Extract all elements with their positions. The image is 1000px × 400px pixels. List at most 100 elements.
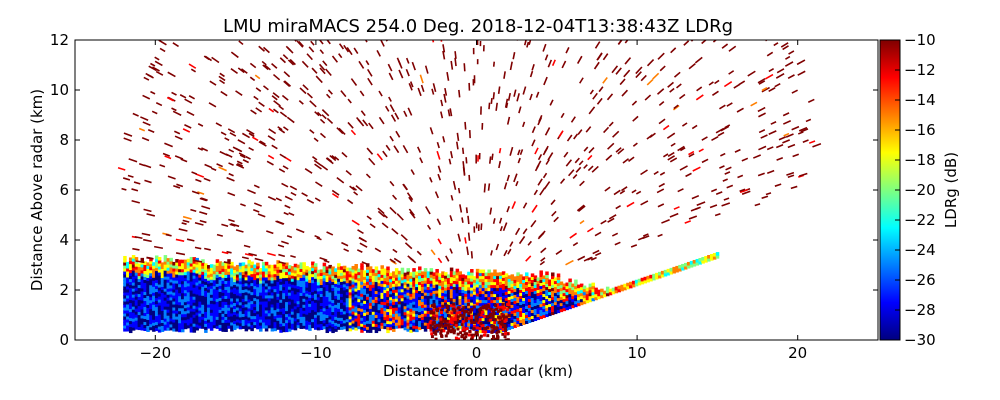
data-cell bbox=[296, 318, 301, 323]
data-cell bbox=[591, 294, 595, 299]
data-cell bbox=[423, 268, 428, 272]
data-cell bbox=[201, 307, 205, 311]
data-mark bbox=[313, 159, 322, 166]
data-cell bbox=[285, 316, 289, 321]
data-cell bbox=[250, 285, 254, 290]
data-mark bbox=[688, 153, 695, 158]
data-cell bbox=[256, 262, 260, 267]
data-cell bbox=[149, 290, 153, 295]
data-cell bbox=[178, 310, 182, 315]
data-cell bbox=[328, 318, 332, 323]
data-cell bbox=[302, 271, 306, 275]
data-cell bbox=[415, 292, 419, 297]
data-cell bbox=[400, 285, 405, 290]
data-cell bbox=[527, 286, 532, 290]
data-mark bbox=[281, 94, 289, 101]
data-mark bbox=[228, 218, 235, 223]
data-cell bbox=[230, 282, 234, 287]
data-cell bbox=[458, 310, 463, 314]
data-cell bbox=[198, 274, 202, 278]
data-cell bbox=[218, 327, 223, 331]
data-cell bbox=[366, 293, 370, 297]
data-mark bbox=[531, 64, 535, 71]
data-cell bbox=[551, 290, 555, 295]
data-cell bbox=[201, 271, 205, 275]
data-cell bbox=[137, 263, 142, 268]
data-mark bbox=[450, 195, 454, 201]
data-cell bbox=[183, 274, 188, 279]
data-cell bbox=[241, 271, 246, 275]
data-cell bbox=[264, 273, 269, 278]
data-mark bbox=[271, 144, 278, 150]
data-cell bbox=[149, 314, 153, 319]
data-cell bbox=[189, 295, 194, 300]
data-cell bbox=[484, 290, 489, 295]
data-cell bbox=[430, 335, 434, 339]
data-cell bbox=[325, 290, 330, 295]
data-cell bbox=[458, 307, 463, 311]
data-cell bbox=[163, 276, 168, 280]
data-cell bbox=[146, 277, 150, 281]
data-cell bbox=[250, 297, 254, 302]
data-cell bbox=[536, 316, 541, 321]
data-cell bbox=[285, 271, 289, 276]
data-cell bbox=[230, 270, 234, 275]
data-cell bbox=[345, 285, 350, 290]
data-mark bbox=[359, 242, 368, 248]
data-mark bbox=[230, 68, 239, 75]
data-cell bbox=[204, 275, 208, 279]
data-cell bbox=[180, 271, 185, 276]
data-cell bbox=[163, 303, 168, 307]
data-cell bbox=[212, 324, 217, 329]
data-cell bbox=[483, 304, 487, 308]
data-cell bbox=[215, 262, 220, 266]
data-cell bbox=[244, 309, 249, 314]
data-cell bbox=[160, 298, 165, 302]
data-mark bbox=[405, 57, 410, 64]
data-cell bbox=[169, 311, 173, 316]
data-cell bbox=[389, 317, 393, 322]
data-cell bbox=[516, 314, 520, 318]
data-cell bbox=[455, 277, 460, 282]
data-cell bbox=[238, 316, 243, 321]
data-cell bbox=[311, 282, 315, 287]
data-cell bbox=[250, 291, 254, 296]
data-cell bbox=[126, 270, 130, 275]
data-cell bbox=[175, 316, 179, 320]
data-cell bbox=[180, 295, 185, 300]
data-cell bbox=[366, 329, 370, 333]
data-cell bbox=[420, 295, 425, 300]
data-cell bbox=[140, 305, 145, 310]
data-cell bbox=[146, 289, 150, 293]
data-cell bbox=[533, 299, 538, 304]
data-cell bbox=[435, 268, 439, 273]
data-cell bbox=[339, 299, 344, 303]
data-cell bbox=[279, 272, 283, 276]
data-mark bbox=[498, 148, 502, 154]
data-cell bbox=[308, 309, 312, 313]
data-cell bbox=[305, 317, 309, 321]
data-mark bbox=[321, 109, 330, 117]
data-cell bbox=[420, 325, 425, 330]
data-cell bbox=[267, 318, 272, 323]
data-cell bbox=[490, 272, 494, 277]
data-cell bbox=[360, 272, 364, 276]
data-cell bbox=[126, 315, 130, 320]
data-cell bbox=[131, 318, 136, 322]
data-mark bbox=[576, 204, 585, 212]
data-cell bbox=[128, 311, 133, 316]
data-cell bbox=[380, 310, 384, 314]
data-cell bbox=[137, 287, 142, 292]
data-cell bbox=[377, 312, 382, 317]
data-cell bbox=[366, 296, 370, 300]
data-cell bbox=[446, 280, 451, 285]
data-cell bbox=[465, 319, 469, 323]
data-mark bbox=[377, 207, 385, 215]
data-cell bbox=[507, 287, 512, 291]
data-cell bbox=[230, 276, 234, 281]
data-cell bbox=[446, 304, 451, 309]
data-mark bbox=[563, 151, 569, 158]
data-cell bbox=[204, 278, 208, 282]
data-mark bbox=[298, 40, 304, 47]
data-mark bbox=[719, 165, 725, 169]
